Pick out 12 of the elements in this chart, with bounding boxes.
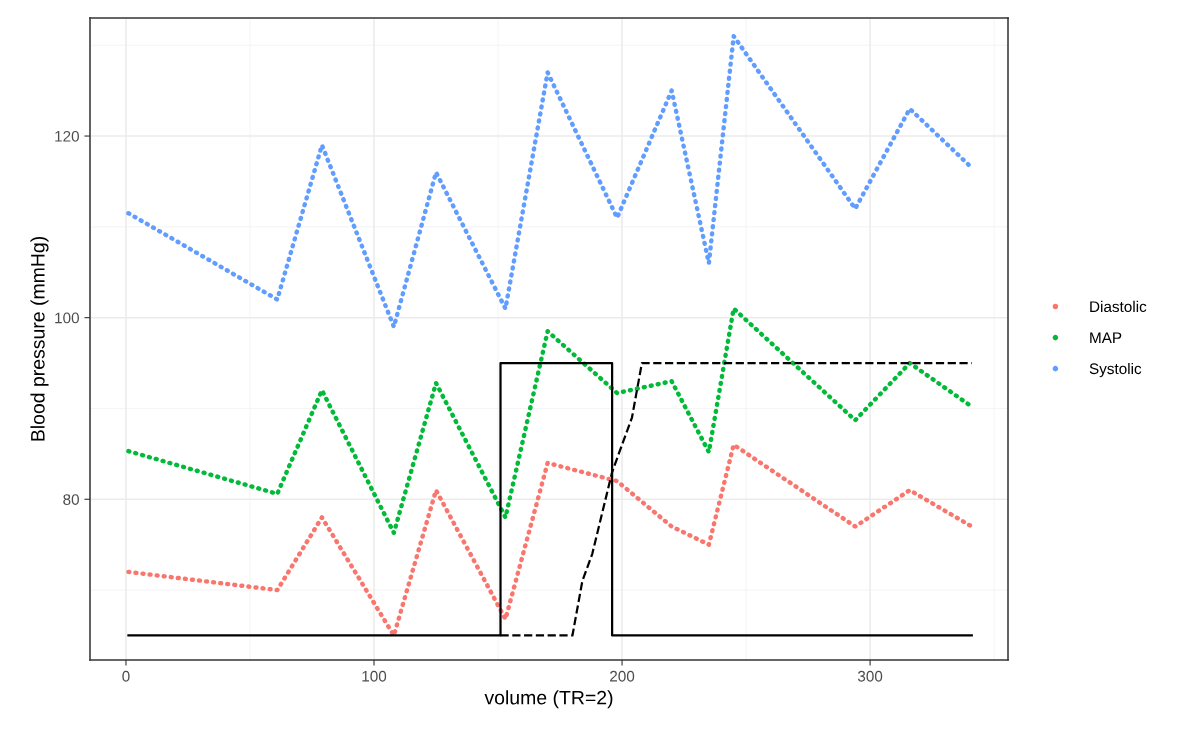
x-tick-label: 200	[610, 670, 635, 682]
y-tick-label: 80	[63, 494, 79, 505]
legend-label: Diastolic	[1090, 300, 1147, 313]
legend-label: Systolic	[1089, 362, 1142, 378]
x-axis-title: volume (TR=2)	[484, 690, 613, 709]
y-tick-label: 120	[55, 130, 79, 142]
legend-label: MAP	[1090, 332, 1122, 343]
y-axis-title: Blood pressure (mmHg)	[30, 237, 49, 441]
x-tick-label: 300	[857, 670, 883, 682]
x-tick-label: 100	[362, 670, 387, 682]
y-tick-label: 100	[55, 312, 79, 324]
x-tick-label: 0	[122, 670, 130, 682]
